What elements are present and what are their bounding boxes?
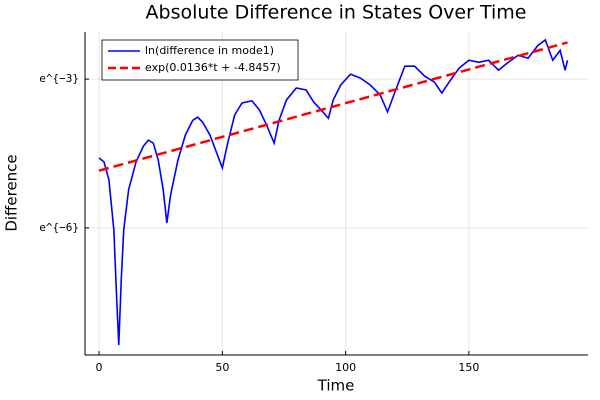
y-tick-label: e^{−3} (39, 72, 79, 85)
legend-label: ln(difference in mode1) (145, 44, 274, 57)
legend-box (101, 39, 299, 81)
chart-title: Absolute Difference in States Over Time (146, 2, 527, 24)
x-tick-label: 50 (215, 361, 229, 374)
x-axis-label: Time (317, 377, 355, 395)
line (98, 38, 569, 345)
x-tick-label: 150 (458, 361, 479, 374)
y-tick-label: e^{−6} (39, 221, 79, 234)
line (98, 41, 568, 172)
x-tick-label: 100 (335, 361, 356, 374)
legend-label: exp(0.0136*t + -4.8457) (145, 61, 281, 74)
x-tick-label: 0 (96, 361, 103, 374)
y-axis-label: Difference (3, 154, 21, 231)
